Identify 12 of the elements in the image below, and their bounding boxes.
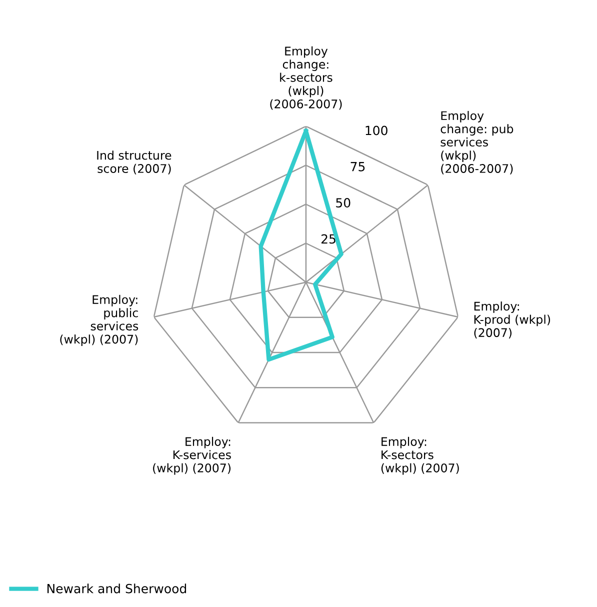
y-tick-label: 25: [321, 234, 336, 244]
spoke-label: Employ: K-prod (wkpl) (2007): [474, 302, 550, 338]
spoke-label: Employ change: pub services (wkpl) (2006-2007): [440, 110, 514, 174]
spoke-label: Employ change: k-sectors (wkpl) (2006-2007): [270, 46, 342, 110]
y-tick-label: 100: [366, 126, 388, 136]
legend-label: Newark and Sherwood: [47, 584, 186, 594]
y-tick-label: 50: [336, 198, 350, 208]
spoke-label: Employ: K-services (wkpl) (2007): [153, 436, 231, 475]
spoke-label: Ind structure score (2007): [97, 150, 172, 174]
y-tick-label: 75: [350, 162, 365, 172]
spoke-label: Employ: public services (wkpl) (2007): [60, 294, 138, 346]
spoke-label: Employ: K-sectors (wkpl) (2007): [381, 436, 459, 475]
